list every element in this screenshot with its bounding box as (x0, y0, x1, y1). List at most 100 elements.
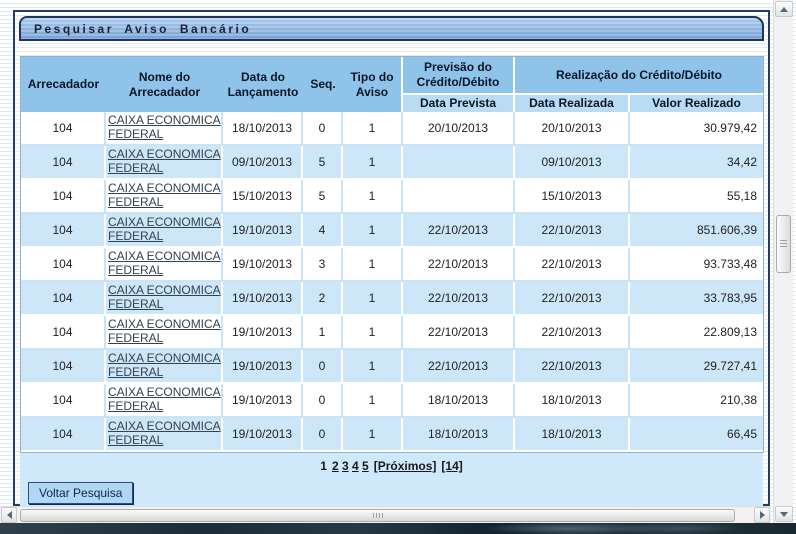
arrecadador-link[interactable]: CAIXA ECONOMICA FEDERAL (108, 249, 221, 277)
col-header-arrecadador: Arrecadador (21, 57, 106, 112)
valor-realizado-cell: 851.606,39 (630, 214, 763, 248)
table-row: 104 CAIXA ECONOMICA FEDERAL 19/10/2013 1… (21, 316, 763, 350)
seq-cell: 0 (303, 384, 343, 418)
scrollbar-grip-icon (780, 240, 787, 248)
data-realizada-cell: 18/10/2013 (515, 384, 630, 418)
col-header-valor-realizado: Valor Realizado (630, 95, 763, 112)
nome-arrecadador-cell: CAIXA ECONOMICA FEDERAL (106, 180, 223, 214)
valor-realizado-cell: 29.727,41 (630, 350, 763, 384)
data-realizada-cell: 20/10/2013 (515, 112, 630, 146)
results-section: Arrecadador Nome do Arrecadador Data do … (20, 56, 764, 507)
seq-cell: 0 (303, 112, 343, 146)
arrecadador-link[interactable]: CAIXA ECONOMICA FEDERAL (108, 283, 221, 311)
arrecadador-link[interactable]: CAIXA ECONOMICA FEDERAL (108, 317, 221, 345)
data-realizada-cell: 09/10/2013 (515, 146, 630, 180)
tipo-aviso-cell: 1 (343, 248, 403, 282)
scroll-right-button[interactable] (754, 507, 770, 523)
col-header-nome-arrecadador: Nome do Arrecadador (106, 57, 223, 112)
col-header-data-realizada: Data Realizada (515, 95, 630, 112)
data-prevista-cell (403, 180, 515, 214)
data-realizada-cell: 22/10/2013 (515, 282, 630, 316)
panel-title: Pesquisar Aviso Bancário (34, 21, 252, 36)
arrecadador-cell: 104 (21, 316, 106, 350)
col-header-tipo-aviso: Tipo do Aviso (343, 57, 403, 112)
arrecadador-link[interactable]: CAIXA ECONOMICA FEDERAL (108, 181, 221, 209)
data-prevista-cell (403, 146, 515, 180)
scrollbar-grip-icon (372, 513, 383, 518)
valor-realizado-cell: 33.783,95 (630, 282, 763, 316)
data-realizada-cell: 22/10/2013 (515, 316, 630, 350)
page-link[interactable]: 3 (341, 459, 349, 473)
table-row: 104 CAIXA ECONOMICA FEDERAL 15/10/2013 5… (21, 180, 763, 214)
desktop-background-strip (0, 523, 796, 534)
arrecadador-link[interactable]: CAIXA ECONOMICA FEDERAL (108, 351, 221, 379)
arrow-down-icon (780, 511, 788, 517)
arrecadador-link[interactable]: CAIXA ECONOMICA FEDERAL (108, 419, 221, 447)
arrow-left-icon (6, 511, 12, 519)
tipo-aviso-cell: 1 (343, 214, 403, 248)
table-row: 104 CAIXA ECONOMICA FEDERAL 09/10/2013 5… (21, 146, 763, 180)
data-lancamento-cell: 19/10/2013 (223, 248, 303, 282)
data-lancamento-cell: 19/10/2013 (223, 316, 303, 350)
pagination-next-link[interactable]: [Próximos] (373, 459, 437, 473)
page-link[interactable]: 5 (362, 459, 369, 473)
arrecadador-link[interactable]: CAIXA ECONOMICA FEDERAL (108, 215, 221, 243)
vertical-scrollbar[interactable] (773, 0, 793, 523)
scroll-left-button[interactable] (1, 507, 17, 523)
table-row: 104 CAIXA ECONOMICA FEDERAL 19/10/2013 3… (21, 248, 763, 282)
nome-arrecadador-cell: CAIXA ECONOMICA FEDERAL (106, 350, 223, 384)
page-link[interactable]: 4 (352, 459, 359, 473)
vertical-scrollbar-thumb[interactable] (776, 215, 791, 273)
data-lancamento-cell: 19/10/2013 (223, 384, 303, 418)
nome-arrecadador-cell: CAIXA ECONOMICA FEDERAL (106, 282, 223, 316)
data-prevista-cell: 22/10/2013 (403, 282, 515, 316)
col-header-seq: Seq. (303, 57, 343, 112)
data-realizada-cell: 22/10/2013 (515, 350, 630, 384)
table-row: 104 CAIXA ECONOMICA FEDERAL 19/10/2013 2… (21, 282, 763, 316)
data-prevista-cell: 18/10/2013 (403, 418, 515, 452)
data-realizada-cell: 22/10/2013 (515, 248, 630, 282)
data-lancamento-cell: 09/10/2013 (223, 146, 303, 180)
data-prevista-cell: 18/10/2013 (403, 384, 515, 418)
horizontal-scrollbar-thumb[interactable] (20, 509, 735, 522)
page-link[interactable]: 2 (331, 459, 339, 473)
scroll-down-button[interactable] (775, 506, 793, 522)
data-lancamento-cell: 19/10/2013 (223, 214, 303, 248)
arrecadador-link[interactable]: CAIXA ECONOMICA FEDERAL (108, 113, 221, 141)
data-prevista-cell: 20/10/2013 (403, 112, 515, 146)
valor-realizado-cell: 55,18 (630, 180, 763, 214)
voltar-pesquisa-button[interactable]: Voltar Pesquisa (28, 482, 134, 504)
arrecadador-link[interactable]: CAIXA ECONOMICA FEDERAL (108, 147, 221, 175)
pesquisar-aviso-panel: Pesquisar Aviso Bancário Arrecadador Nom… (13, 10, 770, 507)
tipo-aviso-cell: 1 (343, 112, 403, 146)
tipo-aviso-cell: 1 (343, 418, 403, 452)
col-group-previsao: Previsão do Crédito/Débito (403, 57, 515, 95)
arrow-right-icon (759, 511, 765, 519)
results-table: Arrecadador Nome do Arrecadador Data do … (20, 56, 764, 453)
horizontal-scrollbar[interactable] (0, 506, 771, 523)
arrecadador-cell: 104 (21, 180, 106, 214)
panel-title-tab: Pesquisar Aviso Bancário (19, 16, 764, 41)
valor-realizado-cell: 93.733,48 (630, 248, 763, 282)
data-lancamento-cell: 19/10/2013 (223, 418, 303, 452)
arrecadador-cell: 104 (21, 146, 106, 180)
valor-realizado-cell: 22.809,13 (630, 316, 763, 350)
data-lancamento-cell: 19/10/2013 (223, 282, 303, 316)
arrow-up-icon (780, 6, 788, 12)
pagination-last-link[interactable]: [14] (441, 459, 463, 473)
data-realizada-cell: 15/10/2013 (515, 180, 630, 214)
table-row: 104 CAIXA ECONOMICA FEDERAL 18/10/2013 0… (21, 112, 763, 146)
tipo-aviso-cell: 1 (343, 282, 403, 316)
col-header-data-prevista: Data Prevista (403, 95, 515, 112)
seq-cell: 2 (303, 282, 343, 316)
nome-arrecadador-cell: CAIXA ECONOMICA FEDERAL (106, 418, 223, 452)
data-lancamento-cell: 15/10/2013 (223, 180, 303, 214)
seq-cell: 4 (303, 214, 343, 248)
seq-cell: 3 (303, 248, 343, 282)
nome-arrecadador-cell: CAIXA ECONOMICA FEDERAL (106, 316, 223, 350)
scroll-up-button[interactable] (775, 1, 793, 17)
nome-arrecadador-cell: CAIXA ECONOMICA FEDERAL (106, 384, 223, 418)
data-realizada-cell: 22/10/2013 (515, 214, 630, 248)
table-row: 104 CAIXA ECONOMICA FEDERAL 19/10/2013 4… (21, 214, 763, 248)
arrecadador-link[interactable]: CAIXA ECONOMICA FEDERAL (108, 385, 221, 413)
